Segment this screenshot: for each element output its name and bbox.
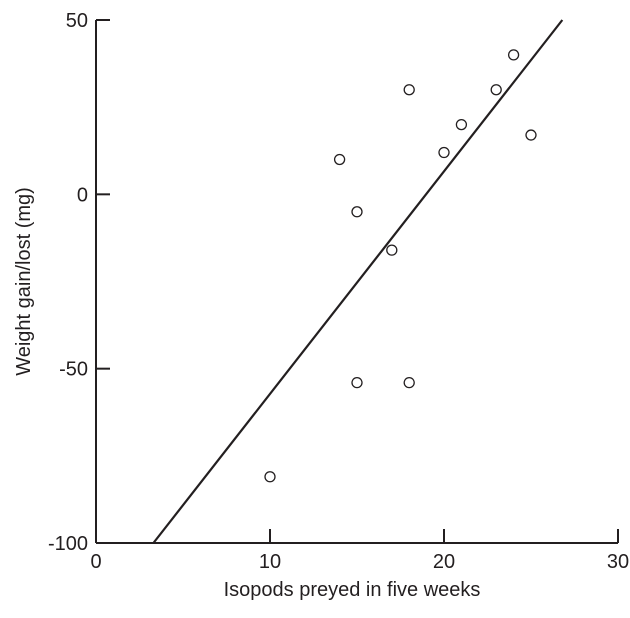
data-point <box>386 244 398 256</box>
data-point <box>455 118 468 131</box>
y-tick-label: 50 <box>66 10 88 32</box>
data-point <box>403 376 415 389</box>
data-point <box>507 49 520 61</box>
x-tick-label: 20 <box>433 551 455 573</box>
data-point <box>403 84 415 96</box>
y-tick-label: -50 <box>59 359 88 381</box>
x-tick-label: 0 <box>90 551 101 573</box>
data-points <box>264 49 537 483</box>
axes <box>95 19 619 544</box>
data-point <box>490 84 502 96</box>
data-point <box>333 153 346 166</box>
x-tick-label: 30 <box>607 551 629 573</box>
data-point <box>351 376 363 389</box>
data-point <box>351 206 363 218</box>
y-axis-title: Weight gain/lost (mg) <box>13 187 35 376</box>
data-point <box>264 471 276 483</box>
axis-labels: -100 -50 0 50 0 10 20 30 Isopods preyed in five … <box>13 10 629 601</box>
data-point <box>525 129 537 141</box>
data-point <box>438 146 450 159</box>
x-tick-label: 10 <box>259 551 281 573</box>
regression-layer <box>152 19 564 544</box>
y-tick-label: -100 <box>48 533 88 555</box>
y-tick-label: 0 <box>77 184 88 206</box>
x-axis-title: Isopods preyed in five weeks <box>224 579 481 601</box>
regression-line <box>152 19 564 544</box>
